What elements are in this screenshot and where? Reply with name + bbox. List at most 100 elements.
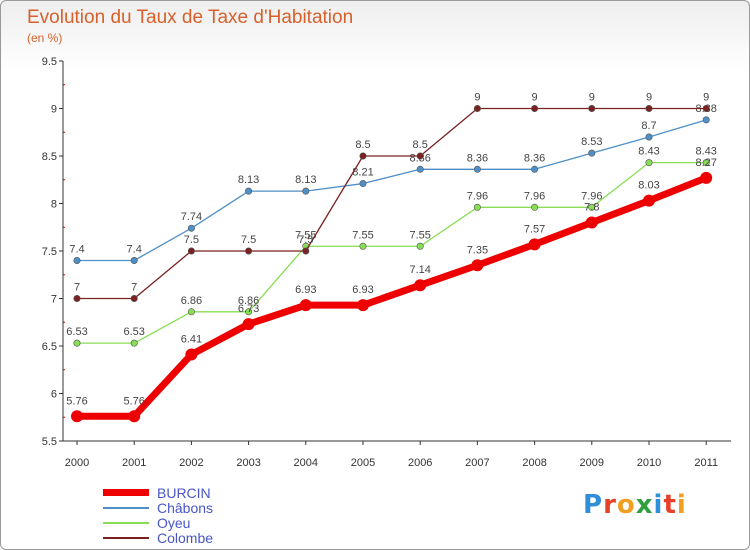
y-tick-label: 8 xyxy=(51,199,57,211)
data-label-burcin: 8.27 xyxy=(695,157,716,169)
data-point-oyeu xyxy=(359,242,367,250)
data-point-colombe xyxy=(416,152,424,160)
data-label-oyeu: 7.96 xyxy=(524,190,545,202)
data-point-chabons xyxy=(73,256,81,264)
data-point-chabons xyxy=(702,116,710,124)
data-point-colombe xyxy=(245,247,253,255)
data-label-colombe: 7.5 xyxy=(184,234,199,246)
y-tick-label: 7 xyxy=(51,294,57,306)
data-point-oyeu xyxy=(245,308,253,316)
x-tick-label: 2010 xyxy=(637,457,661,469)
data-label-burcin: 7.8 xyxy=(584,202,599,214)
data-point-colombe xyxy=(73,294,81,302)
data-label-burcin: 7.14 xyxy=(409,264,430,276)
data-point-oyeu xyxy=(645,159,653,167)
data-point-chabons xyxy=(645,133,653,141)
data-label-colombe: 7 xyxy=(74,282,80,294)
data-label-colombe: 9 xyxy=(703,92,709,104)
data-label-colombe: 9 xyxy=(474,92,480,104)
data-point-burcin xyxy=(585,216,598,229)
data-label-burcin: 8.03 xyxy=(638,180,659,192)
data-label-colombe: 7.5 xyxy=(298,234,313,246)
data-point-oyeu xyxy=(73,339,81,347)
x-tick-label: 2007 xyxy=(465,457,489,469)
data-label-colombe: 8.5 xyxy=(413,139,428,151)
data-label-colombe: 9 xyxy=(532,92,538,104)
data-label-chabons: 8.21 xyxy=(352,167,373,179)
legend-swatch xyxy=(103,489,149,496)
chart-title: Evolution du Taux de Taxe d'Habitation xyxy=(27,7,354,28)
data-label-chabons: 7.4 xyxy=(127,244,142,256)
data-label-burcin: 7.57 xyxy=(524,223,545,235)
legend-item-chabons: Châbons xyxy=(103,500,213,516)
data-point-colombe xyxy=(359,152,367,160)
data-point-colombe xyxy=(702,105,710,113)
data-point-chabons xyxy=(473,165,481,173)
series-line-oyeu xyxy=(77,161,707,344)
data-label-chabons: 8.36 xyxy=(524,152,545,164)
series-line-chabons xyxy=(77,119,707,262)
x-tick-label: 2003 xyxy=(236,457,260,469)
legend-label: Oyeu xyxy=(157,514,191,531)
data-label-chabons: 8.53 xyxy=(581,136,602,148)
data-label-colombe: 9 xyxy=(646,92,652,104)
x-tick-label: 2004 xyxy=(294,457,318,469)
data-point-burcin xyxy=(242,318,255,331)
series-line-colombe xyxy=(77,107,707,300)
x-tick-label: 2005 xyxy=(351,457,375,469)
legend-label: BURCIN xyxy=(157,484,211,501)
data-label-burcin: 5.76 xyxy=(66,395,87,407)
data-label-chabons: 8.36 xyxy=(467,152,488,164)
data-point-colombe xyxy=(473,105,481,113)
data-label-burcin: 6.93 xyxy=(352,284,373,296)
data-label-oyeu: 7.96 xyxy=(467,190,488,202)
data-point-burcin xyxy=(357,299,369,312)
x-tick-label: 2001 xyxy=(122,457,146,469)
data-point-chabons xyxy=(588,149,596,157)
data-label-chabons: 8.13 xyxy=(238,174,259,186)
chart-legend: BURCIN Châbons Oyeu Colombe xyxy=(103,484,213,546)
data-label-oyeu: 6.53 xyxy=(66,326,87,338)
y-tick-label: 9 xyxy=(51,104,57,116)
data-label-colombe: 7.5 xyxy=(241,234,256,246)
data-label-burcin: 6.93 xyxy=(295,284,316,296)
legend-swatch xyxy=(103,506,149,509)
data-point-oyeu xyxy=(473,203,481,211)
data-label-oyeu: 7.55 xyxy=(295,229,316,241)
legend-item-colombe: Colombe xyxy=(103,530,213,546)
data-label-chabons: 7.74 xyxy=(181,211,202,223)
data-point-burcin xyxy=(71,410,83,423)
chart-subtitle: (en %) xyxy=(27,31,63,45)
data-label-oyeu: 8.43 xyxy=(695,146,716,158)
data-label-oyeu: 7.96 xyxy=(581,190,602,202)
proxiti-logo: Proxiti xyxy=(583,490,687,520)
data-point-colombe xyxy=(187,247,195,255)
data-point-oyeu xyxy=(588,203,596,211)
data-label-burcin: 7.35 xyxy=(467,244,488,256)
series-line-burcin xyxy=(77,174,708,420)
x-tick-label: 2008 xyxy=(522,457,546,469)
data-point-burcin xyxy=(643,194,655,207)
data-point-oyeu xyxy=(130,339,138,347)
data-point-burcin xyxy=(700,171,713,184)
data-label-oyeu: 7.55 xyxy=(409,229,430,241)
y-tick-label: 7.5 xyxy=(42,246,57,258)
data-label-oyeu: 6.86 xyxy=(238,295,259,307)
x-tick-label: 2000 xyxy=(65,457,89,469)
data-point-oyeu xyxy=(531,203,539,211)
y-tick-label: 6 xyxy=(51,389,57,401)
data-point-oyeu xyxy=(416,242,424,250)
data-point-chabons xyxy=(359,180,367,188)
data-point-colombe xyxy=(645,105,653,113)
data-point-chabons xyxy=(245,187,253,195)
data-point-burcin xyxy=(128,410,141,423)
data-point-oyeu xyxy=(702,159,710,167)
data-point-chabons xyxy=(302,187,310,195)
data-label-oyeu: 6.86 xyxy=(181,295,202,307)
data-label-oyeu: 6.53 xyxy=(123,326,144,338)
data-point-colombe xyxy=(130,294,138,302)
x-tick-label: 2009 xyxy=(580,457,604,469)
data-point-burcin xyxy=(528,238,541,251)
data-label-colombe: 9 xyxy=(589,92,595,104)
